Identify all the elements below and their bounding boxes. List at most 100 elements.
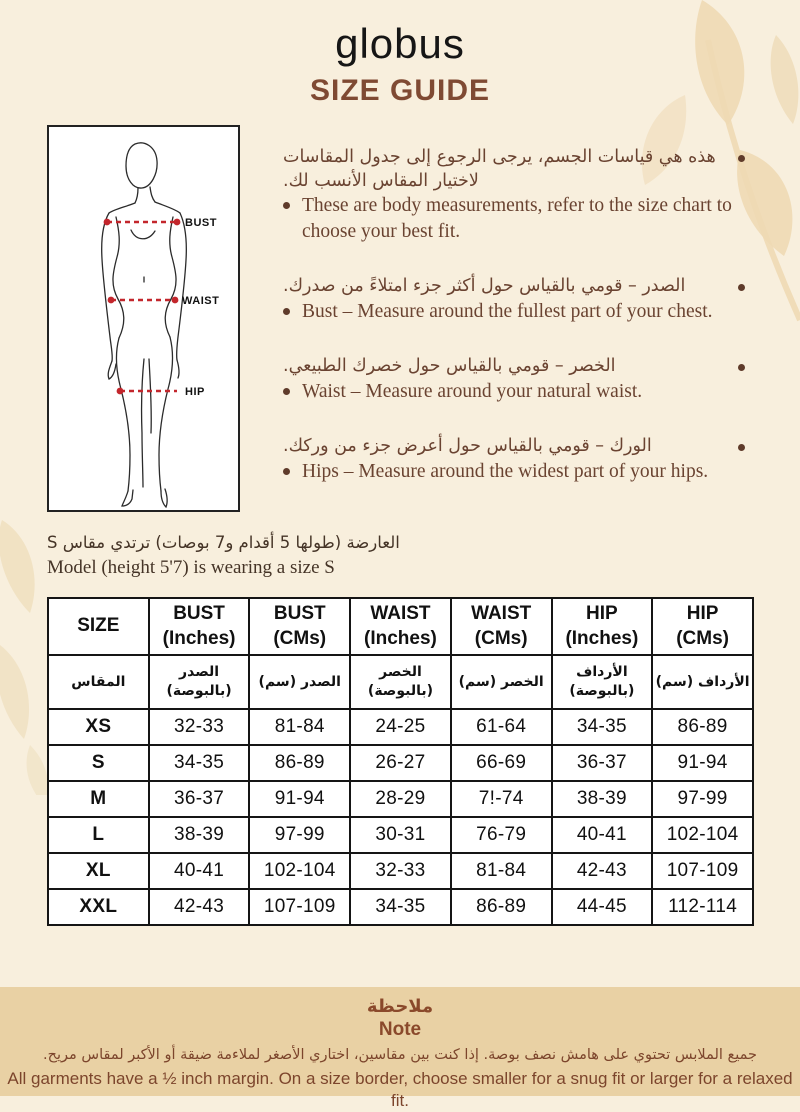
measurement-cell: 32-33 xyxy=(147,708,251,746)
table-header-arabic: المقاس الصدر (بالبوصة) الصدر (سم) الخصر … xyxy=(47,654,754,710)
bullet-icon xyxy=(738,443,745,451)
measurement-cell: 36-37 xyxy=(147,780,251,818)
measurement-cell: 30-31 xyxy=(349,816,452,854)
measurement-cell: 36-37 xyxy=(550,744,654,782)
bullet-icon xyxy=(738,283,745,291)
measurement-cell: 102-104 xyxy=(248,852,352,890)
size-label: XXL xyxy=(47,888,150,926)
measurement-cell: 61-64 xyxy=(449,708,553,746)
bust-label: BUST xyxy=(185,217,217,229)
instruction-group-intro: هذه هي قياسات الجسم، يرجى الرجوع إلى جدو… xyxy=(283,146,745,244)
size-chart-table: SIZE BUST (Inches) BUST (CMs) WAIST (Inc… xyxy=(47,597,754,926)
header-bust-inches: BUST (Inches) xyxy=(147,597,251,656)
instruction-intro-arabic: هذه هي قياسات الجسم، يرجى الرجوع إلى جدو… xyxy=(283,146,745,193)
female-figure-sketch xyxy=(101,142,187,509)
bullet-icon xyxy=(283,387,290,395)
measurement-cell: 7!-74 xyxy=(449,780,553,818)
header-size-ar: المقاس xyxy=(47,654,150,710)
measurement-cell: 28-29 xyxy=(349,780,452,818)
size-table-body: XS 32-33 81-84 24-25 61-64 34-35 86-89 S 34-35 86… xyxy=(47,708,754,926)
measurement-cell: 86-89 xyxy=(651,708,754,746)
instruction-group-waist: الخصر – قومي بالقياس حول خصرك الطبيعي. W… xyxy=(283,355,745,404)
header-hip-inches: HIP (Inches) xyxy=(550,597,654,656)
bullet-icon xyxy=(283,202,290,210)
model-note-english: Model (height 5'7) is wearing a size S xyxy=(47,556,335,578)
brand-logo: globus xyxy=(335,20,465,67)
measurement-cell: 102-104 xyxy=(651,816,754,854)
size-label: XL xyxy=(47,852,150,890)
table-row: XL 40-41 102-104 32-33 81-84 42-43 107-109 xyxy=(47,852,754,890)
measurement-cell: 107-109 xyxy=(248,888,352,926)
measurement-cell: 38-39 xyxy=(147,816,251,854)
table-row: XXL 42-43 107-109 34-35 86-89 44-45 112-114 xyxy=(47,888,754,926)
header-waist-cms: WAIST (CMs) xyxy=(449,597,553,656)
model-note-arabic: العارضة (طولها 5 أقدام و7 بوصات) ترتدي م… xyxy=(47,533,400,552)
measurement-cell: 44-45 xyxy=(550,888,654,926)
header-bust-cms: BUST (CMs) xyxy=(248,597,352,656)
size-label: L xyxy=(47,816,150,854)
note-body-arabic: جميع الملابس تحتوي على هامش نصف بوصة. إذ… xyxy=(43,1047,757,1064)
body-measurement-diagram: BUST WAIST HIP xyxy=(47,125,240,512)
measurement-cell: 86-89 xyxy=(449,888,553,926)
bullet-icon xyxy=(738,155,745,162)
header-size: SIZE xyxy=(47,597,150,656)
bullet-icon xyxy=(738,363,745,371)
measurement-cell: 76-79 xyxy=(449,816,553,854)
measurement-cell: 26-27 xyxy=(349,744,452,782)
header-waist-inches-ar: الخصر (بالبوصة) xyxy=(349,654,452,710)
measurement-cell: 24-25 xyxy=(349,708,452,746)
bust-measure-line: BUST xyxy=(103,217,217,229)
bullet-icon xyxy=(283,307,290,315)
header-hip-cms-ar: الأرداف (سم) xyxy=(651,654,754,710)
header-waist-inches: WAIST (Inches) xyxy=(349,597,452,656)
measurement-cell: 34-35 xyxy=(550,708,654,746)
table-header-english: SIZE BUST (Inches) BUST (CMs) WAIST (Inc… xyxy=(47,597,754,656)
size-label: XS xyxy=(47,708,150,746)
header-bust-cms-ar: الصدر (سم) xyxy=(248,654,352,710)
instruction-intro-english: These are body measurements, refer to th… xyxy=(283,193,745,244)
measurement-cell: 97-99 xyxy=(248,816,352,854)
measurement-cell: 112-114 xyxy=(651,888,754,926)
header-hip-cms: HIP (CMs) xyxy=(651,597,754,656)
size-label: M xyxy=(47,780,150,818)
instruction-hip-english: Hips – Measure around the widest part of… xyxy=(283,459,745,484)
measurement-cell: 97-99 xyxy=(651,780,754,818)
measurement-cell: 38-39 xyxy=(550,780,654,818)
hip-measure-line: HIP xyxy=(116,386,204,398)
instruction-waist-arabic: الخصر – قومي بالقياس حول خصرك الطبيعي. xyxy=(283,355,745,379)
measurement-cell: 91-94 xyxy=(248,780,352,818)
instruction-group-bust: الصدر – قومي بالقياس حول أكثر جزء امتلاء… xyxy=(283,275,745,324)
measurement-cell: 32-33 xyxy=(349,852,452,890)
table-row: XS 32-33 81-84 24-25 61-64 34-35 86-89 xyxy=(47,708,754,746)
measurement-cell: 40-41 xyxy=(147,852,251,890)
instruction-hip-arabic: الورك – قومي بالقياس حول أعرض جزء من ورك… xyxy=(283,435,745,459)
measurement-cell: 40-41 xyxy=(550,816,654,854)
size-label: S xyxy=(47,744,150,782)
instruction-waist-english: Waist – Measure around your natural wais… xyxy=(283,379,745,404)
measurement-cell: 66-69 xyxy=(449,744,553,782)
table-row: S 34-35 86-89 26-27 66-69 36-37 91-94 xyxy=(47,744,754,782)
note-body-english: All garments have a ½ inch margin. On a … xyxy=(7,1068,793,1110)
instruction-bust-arabic: الصدر – قومي بالقياس حول أكثر جزء امتلاء… xyxy=(283,275,745,299)
measurement-cell: 81-84 xyxy=(248,708,352,746)
measurement-cell: 34-35 xyxy=(147,744,251,782)
header-bust-inches-ar: الصدر (بالبوصة) xyxy=(147,654,251,710)
waist-label: WAIST xyxy=(182,295,219,307)
measurement-instructions: هذه هي قياسات الجسم، يرجى الرجوع إلى جدو… xyxy=(283,146,745,515)
note-title-arabic: ملاحظة xyxy=(366,996,434,1017)
note-title-english: Note xyxy=(378,1018,422,1040)
model-size-note: العارضة (طولها 5 أقدام و7 بوصات) ترتدي م… xyxy=(47,531,400,581)
measurement-cell: 107-109 xyxy=(651,852,754,890)
measurement-cell: 42-43 xyxy=(550,852,654,890)
page-title: SIZE GUIDE xyxy=(309,74,491,107)
header-waist-cms-ar: الخصر (سم) xyxy=(449,654,553,710)
measurement-cell: 81-84 xyxy=(449,852,553,890)
table-row: L 38-39 97-99 30-31 76-79 40-41 102-104 xyxy=(47,816,754,854)
instruction-group-hip: الورك – قومي بالقياس حول أعرض جزء من ورك… xyxy=(283,435,745,484)
instruction-bust-english: Bust – Measure around the fullest part o… xyxy=(283,299,745,324)
bullet-icon xyxy=(283,467,290,475)
measurement-cell: 86-89 xyxy=(248,744,352,782)
measurement-cell: 91-94 xyxy=(651,744,754,782)
note-section: ملاحظة Note جميع الملابس تحتوي على هامش … xyxy=(0,987,800,1110)
